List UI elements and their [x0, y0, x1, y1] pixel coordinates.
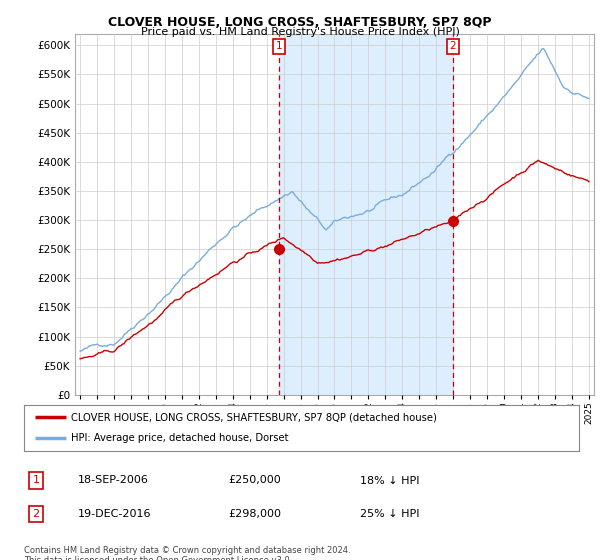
Bar [279, 34, 453, 395]
Text: 18% ↓ HPI: 18% ↓ HPI [360, 475, 419, 486]
Text: CLOVER HOUSE, LONG CROSS, SHAFTESBURY, SP7 8QP (detached house): CLOVER HOUSE, LONG CROSS, SHAFTESBURY, S… [71, 412, 437, 422]
Text: 25% ↓ HPI: 25% ↓ HPI [360, 509, 419, 519]
Text: 2: 2 [32, 509, 40, 519]
Text: 1: 1 [32, 475, 40, 486]
Text: 1: 1 [275, 41, 282, 52]
Text: HPI: Average price, detached house, Dorset: HPI: Average price, detached house, Dors… [71, 433, 289, 444]
Text: £250,000: £250,000 [228, 475, 281, 486]
Text: 19-DEC-2016: 19-DEC-2016 [78, 509, 151, 519]
Text: 18-SEP-2006: 18-SEP-2006 [78, 475, 149, 486]
Text: £298,000: £298,000 [228, 509, 281, 519]
Text: Contains HM Land Registry data © Crown copyright and database right 2024.
This d: Contains HM Land Registry data © Crown c… [24, 546, 350, 560]
Text: 2: 2 [449, 41, 456, 52]
Text: CLOVER HOUSE, LONG CROSS, SHAFTESBURY, SP7 8QP: CLOVER HOUSE, LONG CROSS, SHAFTESBURY, S… [108, 16, 492, 29]
Text: Price paid vs. HM Land Registry's House Price Index (HPI): Price paid vs. HM Land Registry's House … [140, 27, 460, 37]
